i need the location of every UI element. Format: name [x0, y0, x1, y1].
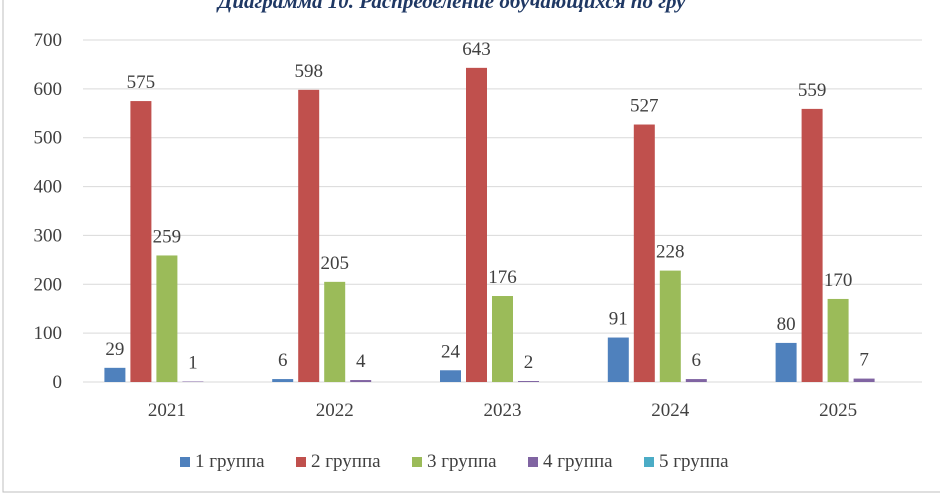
x-tick-label: 2023 [484, 400, 522, 421]
data-label: 598 [294, 61, 323, 82]
legend-label: 3 группа [427, 451, 497, 472]
legend-label: 5 группа [659, 451, 729, 472]
data-label: 4 [356, 351, 366, 372]
data-label: 205 [320, 253, 349, 274]
bar [685, 379, 707, 382]
legend-swatch [644, 457, 654, 467]
y-tick-label: 0 [53, 372, 63, 393]
data-label: 1 [188, 353, 198, 374]
bar [659, 270, 681, 382]
bar [775, 342, 797, 382]
bar [518, 381, 539, 382]
y-tick-label: 200 [34, 274, 63, 295]
bar [801, 108, 823, 382]
y-tick-label: 700 [34, 30, 63, 51]
data-label: 80 [777, 314, 796, 335]
bar [298, 89, 320, 382]
y-tick-label: 400 [34, 177, 63, 198]
bar [633, 124, 655, 382]
legend-label: 2 группа [311, 451, 381, 472]
bar [492, 296, 513, 382]
data-label: 91 [609, 309, 628, 330]
y-tick-label: 600 [34, 79, 63, 100]
y-tick-label: 500 [34, 128, 63, 149]
chart-title: Диаграмма 10. Распределение обучающихся … [216, 0, 686, 13]
data-label: 559 [798, 80, 827, 101]
bar [466, 67, 487, 382]
legend-label: 1 группа [195, 451, 265, 472]
bar [104, 367, 126, 382]
data-label: 6 [278, 350, 288, 371]
legend-label: 4 группа [543, 451, 613, 472]
y-tick-label: 100 [34, 323, 63, 344]
x-tick-label: 2024 [651, 400, 690, 421]
data-label: 170 [824, 270, 853, 291]
data-label: 29 [105, 339, 124, 360]
bar [853, 378, 875, 382]
y-tick-label: 300 [34, 225, 63, 246]
data-label: 24 [441, 341, 461, 362]
data-label: 228 [656, 242, 685, 263]
bar [156, 255, 178, 382]
legend-swatch [528, 457, 538, 467]
data-label: 7 [859, 350, 869, 371]
x-tick-label: 2022 [316, 400, 354, 421]
legend-swatch [412, 457, 422, 467]
bar [440, 370, 461, 382]
data-label: 2 [524, 352, 534, 373]
bar [272, 379, 294, 382]
x-tick-label: 2021 [148, 400, 186, 421]
data-label: 643 [462, 39, 491, 60]
x-tick-label: 2025 [819, 400, 857, 421]
bar [827, 298, 849, 382]
data-label: 527 [630, 96, 659, 117]
data-label: 176 [488, 267, 517, 288]
data-label: 259 [153, 226, 182, 247]
legend-swatch [296, 457, 306, 467]
bar [350, 380, 372, 382]
data-label: 6 [692, 350, 702, 371]
bar [324, 281, 346, 382]
legend-swatch [180, 457, 190, 467]
bar [607, 337, 629, 382]
bar [130, 101, 152, 383]
data-label: 575 [127, 72, 156, 93]
